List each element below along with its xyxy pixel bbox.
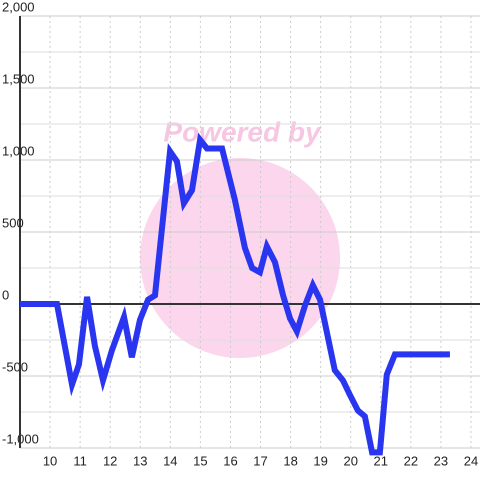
x-tick-label: 21 <box>374 453 388 468</box>
x-tick-label: 22 <box>404 453 418 468</box>
y-tick-label: -500 <box>2 359 28 374</box>
x-tick-label: 14 <box>163 453 177 468</box>
y-tick-label: 500 <box>2 215 24 230</box>
x-tick-label: 23 <box>434 453 448 468</box>
x-tick-label: 15 <box>193 453 207 468</box>
watermark: Powered by <box>163 116 322 147</box>
x-tick-label: 19 <box>313 453 327 468</box>
x-tick-label: 18 <box>283 453 297 468</box>
y-tick-label: 1,500 <box>2 71 35 86</box>
x-tick-label: 20 <box>343 453 357 468</box>
x-tick-label: 16 <box>223 453 237 468</box>
data-line <box>20 132 450 456</box>
watermark-logo <box>140 158 340 358</box>
x-tick-label: 13 <box>133 453 147 468</box>
x-tick-label: 10 <box>43 453 57 468</box>
x-tick-label: 12 <box>103 453 117 468</box>
y-tick-label: 0 <box>2 287 9 302</box>
x-tick-label: 11 <box>73 453 87 468</box>
x-tick-label: 24 <box>464 453 478 468</box>
y-tick-label: 1,000 <box>2 143 35 158</box>
x-tick-label: 17 <box>253 453 267 468</box>
y-tick-label: 2,000 <box>2 0 35 14</box>
